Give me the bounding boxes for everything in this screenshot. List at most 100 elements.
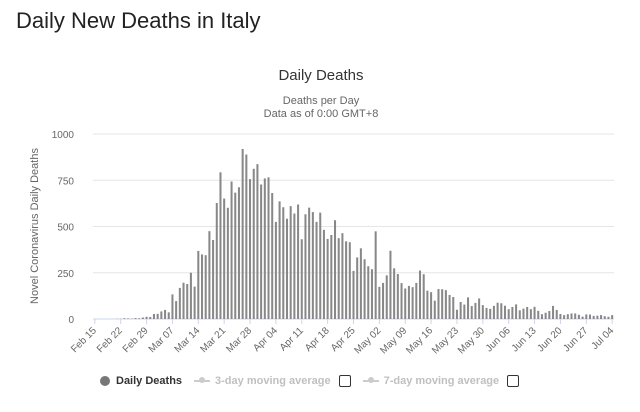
bar[interactable]: [234, 192, 237, 319]
bar[interactable]: [470, 306, 473, 319]
bar[interactable]: [389, 250, 392, 319]
bar[interactable]: [552, 305, 555, 319]
bar[interactable]: [345, 241, 348, 319]
bar[interactable]: [326, 238, 329, 319]
bar[interactable]: [241, 148, 244, 319]
bar[interactable]: [123, 318, 126, 319]
bar[interactable]: [359, 248, 362, 319]
bar[interactable]: [407, 285, 410, 319]
bar[interactable]: [127, 318, 130, 319]
bar[interactable]: [529, 309, 532, 319]
bar[interactable]: [278, 201, 281, 319]
bar[interactable]: [385, 275, 388, 319]
bar[interactable]: [319, 212, 322, 320]
bar[interactable]: [212, 240, 215, 319]
bar[interactable]: [474, 302, 477, 319]
bar[interactable]: [167, 312, 170, 319]
legend-item-7day-average[interactable]: 7-day moving average: [362, 375, 520, 387]
bar[interactable]: [141, 317, 144, 319]
bar[interactable]: [145, 316, 148, 319]
bar[interactable]: [308, 207, 311, 319]
bar[interactable]: [526, 306, 529, 319]
bar[interactable]: [245, 154, 248, 319]
bar[interactable]: [607, 316, 610, 319]
bar[interactable]: [496, 302, 499, 319]
bar[interactable]: [611, 315, 614, 319]
bar[interactable]: [341, 233, 344, 319]
legend-item-daily-deaths[interactable]: Daily Deaths: [100, 375, 182, 387]
bar[interactable]: [600, 315, 603, 319]
bar[interactable]: [563, 315, 566, 319]
bar[interactable]: [138, 318, 141, 319]
bar[interactable]: [396, 274, 399, 319]
bar[interactable]: [337, 238, 340, 319]
bar[interactable]: [230, 181, 233, 319]
bar[interactable]: [503, 305, 507, 319]
bar[interactable]: [418, 270, 422, 319]
bar[interactable]: [315, 221, 318, 320]
bar[interactable]: [352, 270, 355, 319]
bar[interactable]: [263, 178, 266, 319]
bar[interactable]: [518, 310, 521, 319]
checkbox-3day-average[interactable]: [338, 375, 351, 387]
bar[interactable]: [149, 316, 152, 319]
bar[interactable]: [596, 315, 599, 319]
bar[interactable]: [515, 304, 518, 319]
bar[interactable]: [478, 298, 481, 319]
bar[interactable]: [186, 284, 189, 319]
bar[interactable]: [200, 254, 204, 319]
bar[interactable]: [267, 177, 270, 319]
checkbox-7day-average[interactable]: [507, 375, 520, 387]
bar[interactable]: [574, 313, 577, 319]
bar[interactable]: [544, 312, 547, 319]
bar[interactable]: [164, 309, 167, 319]
bar[interactable]: [256, 164, 259, 319]
bar[interactable]: [334, 220, 337, 319]
bar[interactable]: [322, 229, 325, 319]
bar[interactable]: [134, 318, 137, 319]
bar[interactable]: [249, 179, 252, 319]
bar[interactable]: [208, 231, 211, 320]
bar[interactable]: [588, 314, 591, 319]
bar[interactable]: [370, 269, 373, 319]
bar[interactable]: [555, 309, 558, 319]
bar[interactable]: [226, 207, 229, 319]
bar[interactable]: [455, 309, 458, 319]
bar[interactable]: [304, 214, 307, 319]
bar[interactable]: [374, 231, 377, 319]
bar[interactable]: [393, 268, 396, 319]
bar[interactable]: [537, 310, 540, 319]
bar[interactable]: [219, 172, 222, 319]
bar[interactable]: [252, 168, 255, 319]
bar[interactable]: [411, 287, 414, 319]
bar[interactable]: [603, 316, 606, 319]
bar[interactable]: [459, 301, 462, 319]
bar[interactable]: [404, 288, 407, 319]
bar[interactable]: [367, 266, 370, 319]
legend-item-3day-average[interactable]: 3-day moving average: [194, 375, 351, 387]
bar[interactable]: [289, 206, 292, 319]
bar[interactable]: [492, 305, 495, 319]
bars[interactable]: [116, 148, 614, 320]
bar[interactable]: [415, 282, 418, 319]
bar[interactable]: [426, 290, 429, 319]
bar[interactable]: [548, 311, 551, 319]
bar[interactable]: [382, 282, 385, 319]
bar[interactable]: [485, 307, 488, 319]
bar[interactable]: [430, 292, 433, 319]
bar[interactable]: [507, 309, 510, 319]
bar[interactable]: [182, 282, 185, 319]
bar[interactable]: [540, 314, 543, 319]
bar[interactable]: [467, 297, 470, 319]
bar[interactable]: [444, 290, 447, 319]
bar[interactable]: [348, 242, 351, 319]
bar[interactable]: [452, 296, 455, 319]
bar[interactable]: [152, 314, 155, 319]
bar[interactable]: [197, 250, 200, 319]
bar[interactable]: [311, 212, 314, 319]
bar[interactable]: [566, 314, 569, 319]
bar[interactable]: [223, 198, 226, 319]
bar[interactable]: [570, 313, 573, 319]
bar[interactable]: [581, 316, 584, 319]
bar[interactable]: [330, 235, 333, 319]
